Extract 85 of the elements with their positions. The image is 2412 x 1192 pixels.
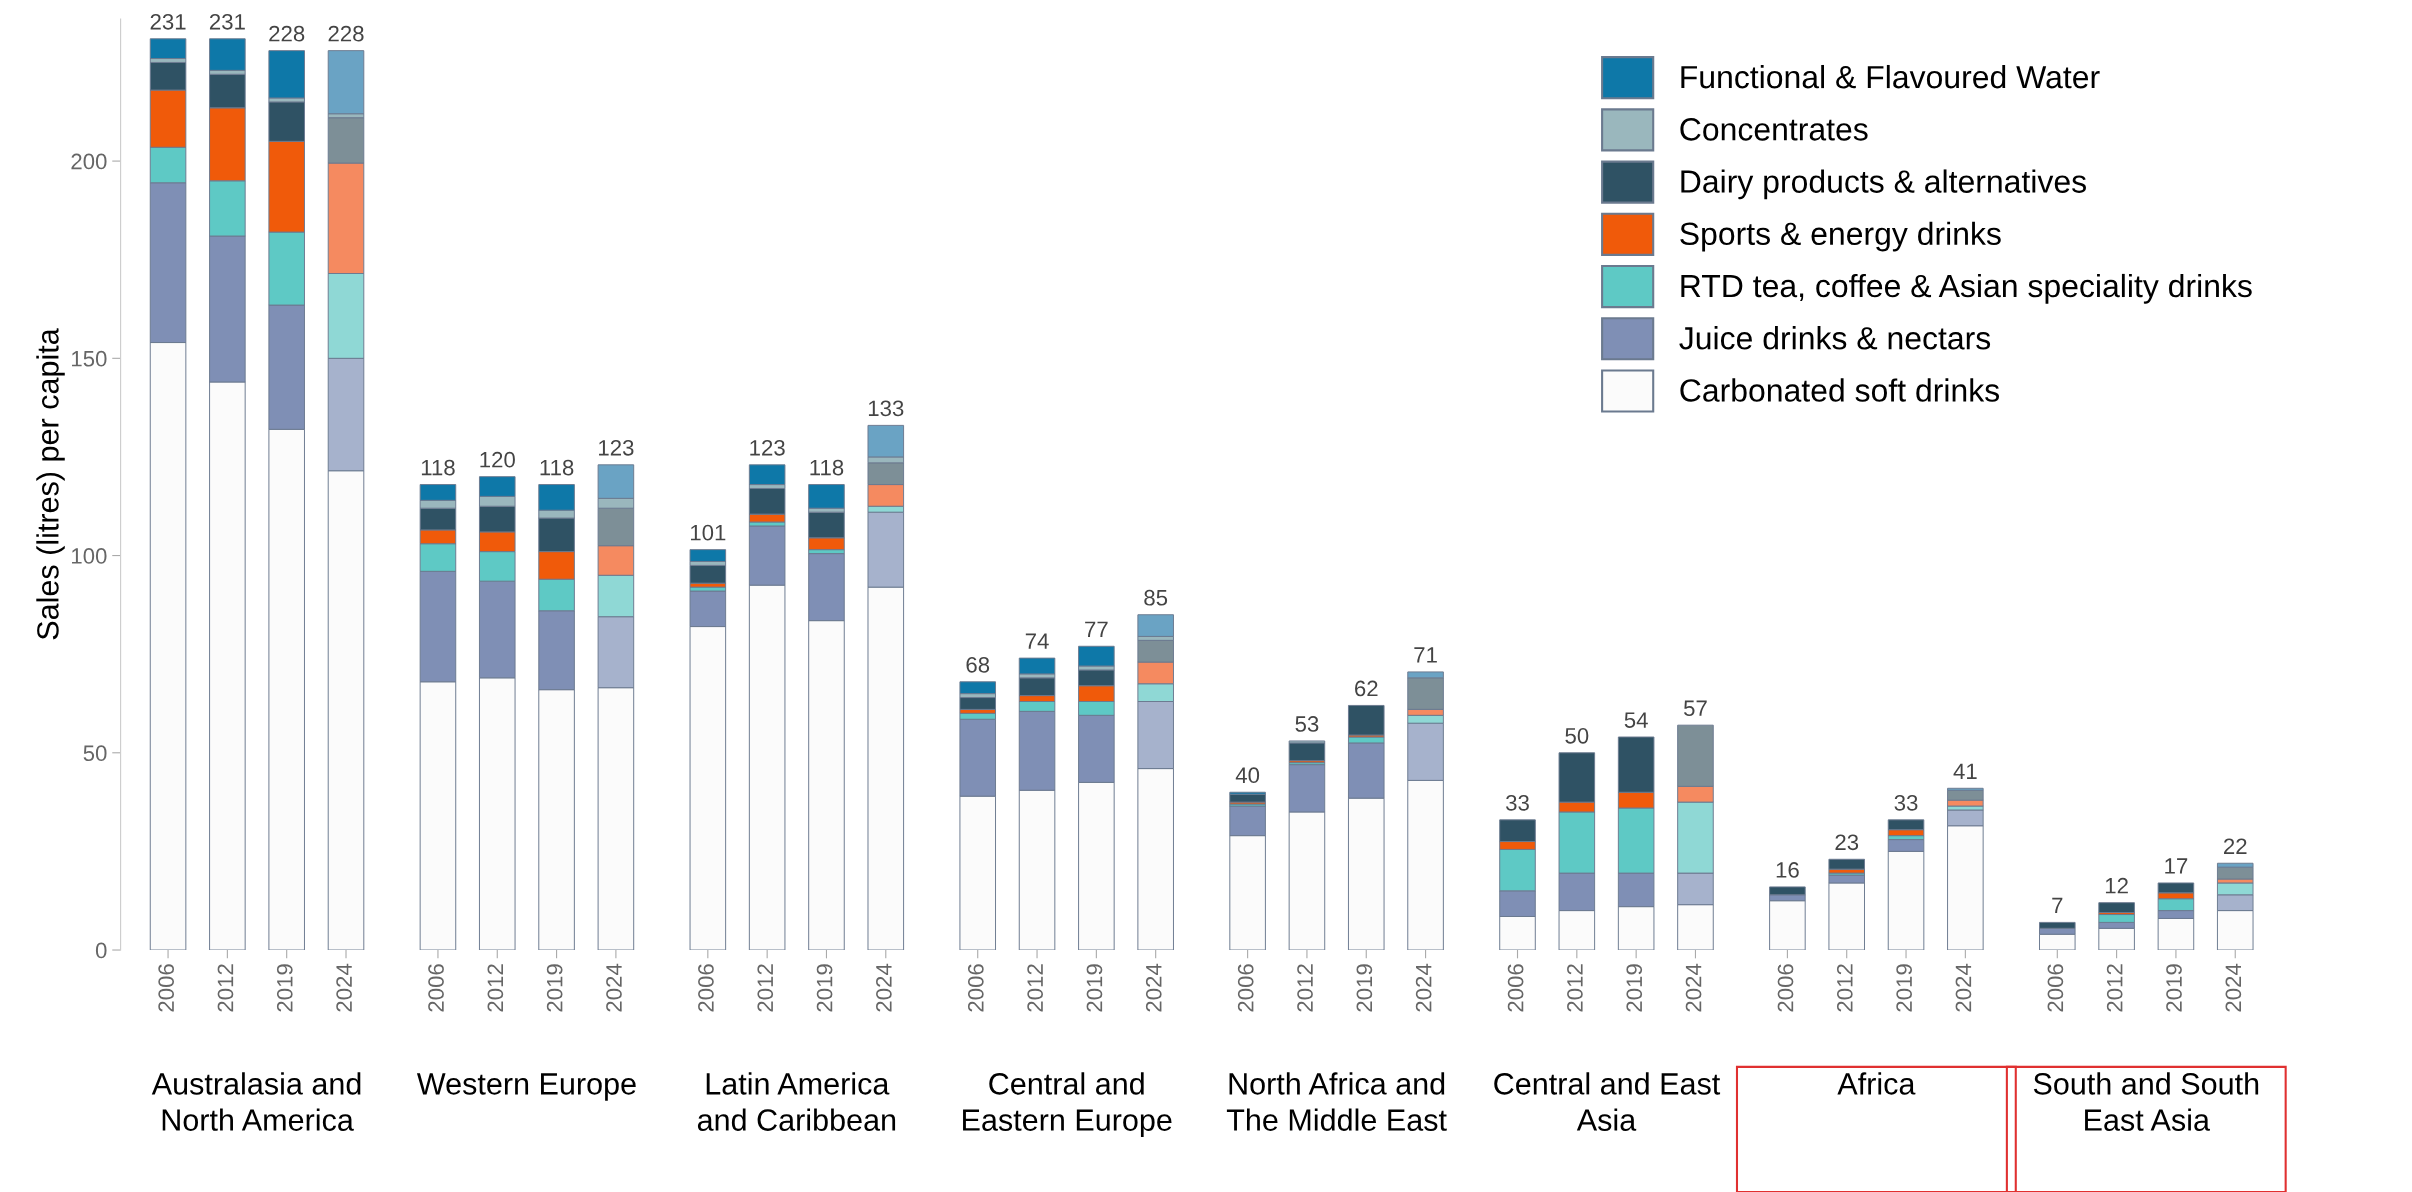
total-label: 33 [1894,794,1918,811]
x-tick-label: 2006 [2047,964,2064,1012]
x-tick-label: 2019 [2166,964,2182,1012]
total-label: 120 [480,451,515,468]
x-tick-label: 2012 [1836,964,1853,1012]
total-label: 118 [540,459,574,476]
total-label: 54 [1624,712,1648,728]
x-tick-label: 2019 [546,964,563,1012]
total-label: 118 [421,459,455,476]
total-label: 133 [868,400,904,417]
total-label: 33 [1506,794,1529,811]
y-tick-label: 0 [95,942,107,959]
total-label: 68 [966,656,990,673]
x-tick-label: 2019 [1896,964,1912,1012]
x-tick-label: 2012 [757,964,774,1012]
total-label: 74 [1025,633,1049,649]
total-label: 41 [1953,763,1977,779]
total-label: 7 [2052,897,2063,914]
total-label: 85 [1144,589,1168,606]
x-tick-label: 2019 [276,964,293,1012]
legend-label: Dairy products & alternatives [1681,169,2086,200]
legend-label: Concentrates [1680,118,1868,141]
y-tick-label: 50 [83,745,107,762]
total-label: 23 [1835,834,1859,851]
x-tick-label: 2024 [1145,963,1162,1012]
legend-label: Carbonated soft drinks [1680,378,2000,402]
x-tick-label: 2024 [336,963,352,1012]
total-label: 123 [750,439,785,456]
x-tick-label: 2024 [2225,963,2242,1012]
x-tick-label: 2006 [698,964,714,1012]
x-tick-label: 2012 [1297,964,1313,1012]
total-label: 71 [1414,647,1437,663]
total-label: 57 [1683,700,1707,717]
legend-label: Functional & Flavoured Water [1681,64,2100,89]
y-tick-label: 200 [71,153,107,170]
x-tick-label: 2012 [1567,964,1583,1012]
x-tick-label: 2006 [967,964,984,1012]
total-label: 123 [599,439,634,456]
x-tick-label: 2024 [876,963,892,1012]
text: Central and East Asia [1494,1072,1721,1131]
x-tick-label: 2012 [1027,964,1044,1012]
text: Africa [1837,1072,1916,1095]
x-tick-label: 2019 [816,964,833,1012]
total-label: 101 [690,524,726,541]
legend-label: Juice drinks & nectars [1679,326,1991,350]
text: South and South East Asia [2033,1072,2259,1131]
text: Central and Eastern Europe [963,1072,1172,1137]
x-tick-label: 2006 [158,964,175,1012]
total-label: 50 [1565,727,1589,744]
total-label: 40 [1235,767,1260,784]
text: Australasia and North America [151,1072,361,1131]
text: Latin America and Caribbean [697,1072,896,1131]
x-tick-label: 2024 [1955,963,1972,1012]
x-tick-label: 2024 [1685,963,1702,1012]
total-label: 53 [1295,716,1319,732]
x-tick-label: 2012 [2106,964,2123,1012]
x-tick-label: 2012 [487,964,504,1012]
total-label: 22 [2224,838,2247,854]
legend-label: Sports & energy drinks [1680,221,2001,252]
x-tick-label: 2006 [428,964,444,1012]
total-label: 231 [150,13,186,30]
x-tick-label: 2006 [1507,964,1524,1012]
total-label: 16 [1776,862,1799,878]
y-axis-title: Sales (litres) per capita [36,328,65,640]
total-label: 228 [269,25,305,42]
y-tick-label: 100 [72,548,107,564]
total-label: 17 [2165,858,2188,874]
x-tick-label: 2024 [1415,963,1432,1012]
x-tick-label: 2006 [1777,964,1794,1012]
text: Western Europe [416,1073,636,1101]
x-tick-label: 2024 [606,963,622,1012]
legend-label: RTD tea, coffee & Asian speciality drinks [1681,273,2252,304]
x-tick-label: 2019 [1626,964,1643,1012]
x-tick-label: 2019 [1086,964,1103,1012]
total-label: 228 [328,25,364,42]
x-tick-label: 2006 [1237,964,1254,1012]
total-label: 231 [209,13,245,30]
total-label: 118 [810,459,844,476]
y-tick-label: 150 [72,350,107,367]
total-label: 77 [1085,621,1108,637]
text: North Africa and The Middle East [1226,1072,1447,1131]
total-label: 62 [1355,680,1378,697]
total-label: 12 [2105,877,2128,894]
x-tick-label: 2012 [217,964,234,1012]
x-tick-label: 2019 [1356,964,1373,1012]
